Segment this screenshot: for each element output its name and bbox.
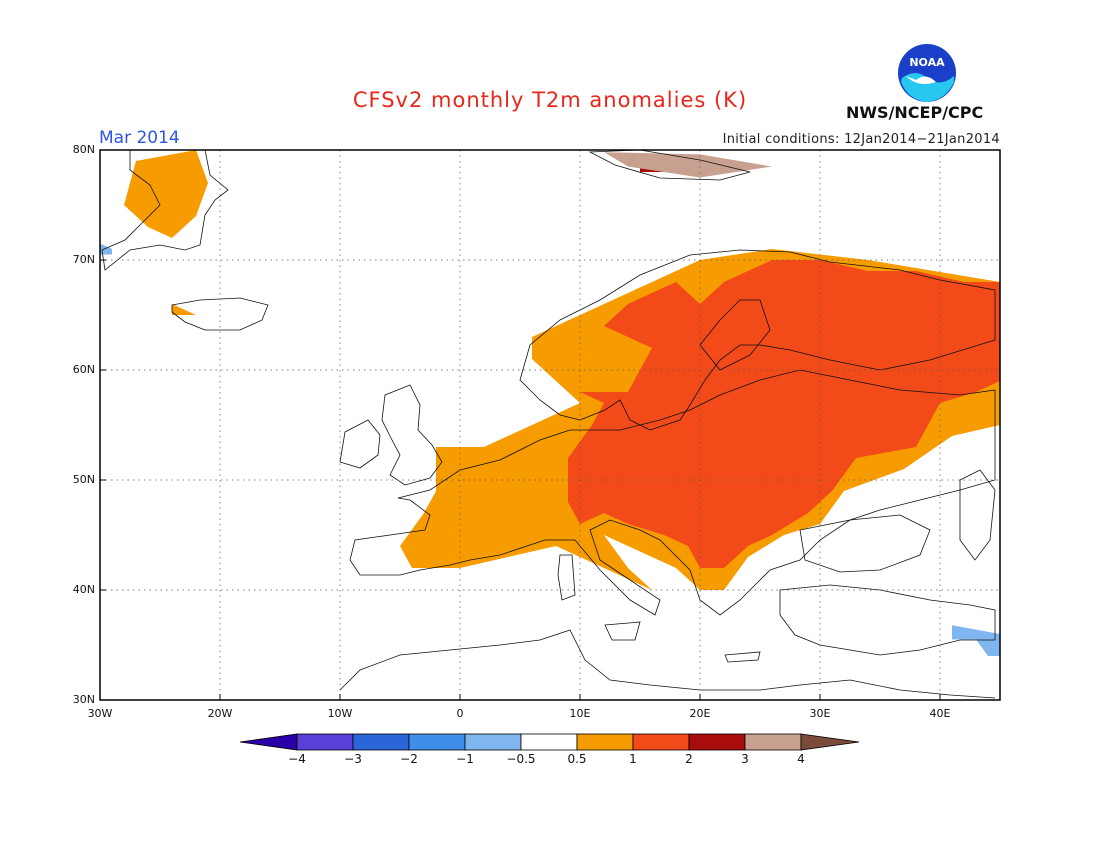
logo-text: NOAA — [909, 56, 945, 69]
colorbar-label: −0.5 — [506, 752, 536, 766]
colorbar-label: −1 — [456, 752, 474, 766]
colorbar-swatch — [744, 733, 802, 751]
map-frame — [99, 149, 1001, 701]
lon-label: 30E — [809, 707, 831, 720]
lat-label: 70N — [72, 253, 95, 266]
colorbar-swatch — [688, 733, 746, 751]
colorbar-swatch — [296, 733, 354, 751]
colorbar-swatch — [352, 733, 410, 751]
noaa-logo-icon: NOAA — [898, 44, 956, 102]
anomaly-region-1 — [172, 304, 196, 315]
colorbar-swatch — [520, 733, 578, 751]
axis-ticks — [99, 149, 941, 701]
initial-conditions: Initial conditions: 12Jan2014−21Jan2014 — [722, 132, 1000, 147]
colorbar-swatch — [408, 733, 466, 751]
map-title: CFSv2 monthly T2m anomalies (K) — [352, 88, 748, 112]
anomaly-region-6 — [100, 243, 112, 255]
lon-label: 30W — [87, 707, 113, 720]
lon-label: 40E — [929, 707, 951, 720]
anomaly-region-0 — [124, 150, 208, 238]
colorbar-label: −3 — [344, 752, 362, 766]
lat-label: 80N — [72, 143, 95, 156]
map-grid — [100, 150, 1000, 700]
colorbar-swatch — [632, 733, 690, 751]
colorbar-arrow-high — [800, 733, 860, 751]
colorbar-label: 0.5 — [567, 752, 587, 766]
colorbar-label: 2 — [685, 752, 693, 766]
lat-label: 30N — [72, 693, 95, 706]
anomaly-region-7 — [952, 625, 1000, 656]
forecast-month: Mar 2014 — [99, 128, 180, 148]
anomaly-region-5 — [604, 152, 772, 178]
colorbar-label: −4 — [288, 752, 306, 766]
lon-label: 20E — [689, 707, 711, 720]
lat-label: 50N — [72, 473, 95, 486]
lon-label: 20W — [207, 707, 233, 720]
coastlines — [101, 149, 996, 699]
anomaly-region-3 — [568, 260, 1000, 568]
lat-label: 60N — [72, 363, 95, 376]
lon-label: 10W — [327, 707, 353, 720]
colorbar-swatch — [464, 733, 522, 751]
lat-label: 40N — [72, 583, 95, 596]
colorbar-arrow-low — [239, 733, 298, 751]
colorbar-swatch — [576, 733, 634, 751]
colorbar-label: 4 — [797, 752, 805, 766]
lon-label: 0 — [456, 707, 464, 720]
colorbar-label: 1 — [629, 752, 637, 766]
agency-label: NWS/NCEP/CPC — [846, 103, 984, 122]
colorbar-label: 3 — [741, 752, 749, 766]
lon-label: 10E — [569, 707, 591, 720]
colorbar-label: −2 — [400, 752, 418, 766]
